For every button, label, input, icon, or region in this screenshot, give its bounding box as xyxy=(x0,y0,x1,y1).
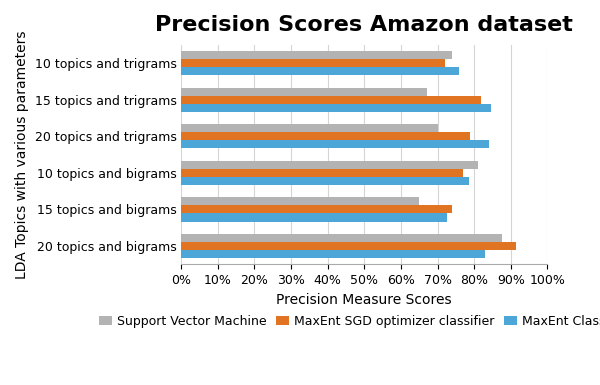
Bar xyxy=(181,234,502,242)
Bar xyxy=(181,250,485,258)
Bar xyxy=(181,51,452,59)
Bar xyxy=(181,161,478,169)
X-axis label: Precision Measure Scores: Precision Measure Scores xyxy=(277,293,452,306)
Bar xyxy=(181,206,452,213)
Bar xyxy=(181,104,491,112)
Bar xyxy=(181,67,460,75)
Bar xyxy=(181,132,470,140)
Bar xyxy=(181,96,481,104)
Bar xyxy=(181,124,437,132)
Bar xyxy=(181,213,446,221)
Bar xyxy=(181,140,489,148)
Title: Precision Scores Amazon dataset: Precision Scores Amazon dataset xyxy=(155,15,573,35)
Y-axis label: LDA Topics with various parameters: LDA Topics with various parameters xyxy=(15,30,29,279)
Bar xyxy=(181,59,445,67)
Bar xyxy=(181,198,419,206)
Bar xyxy=(181,88,427,96)
Bar xyxy=(181,177,469,185)
Bar xyxy=(181,169,463,177)
Bar xyxy=(181,242,516,250)
Legend: Support Vector Machine, MaxEnt SGD optimizer classifier, MaxEnt Classifier: Support Vector Machine, MaxEnt SGD optim… xyxy=(94,310,600,333)
